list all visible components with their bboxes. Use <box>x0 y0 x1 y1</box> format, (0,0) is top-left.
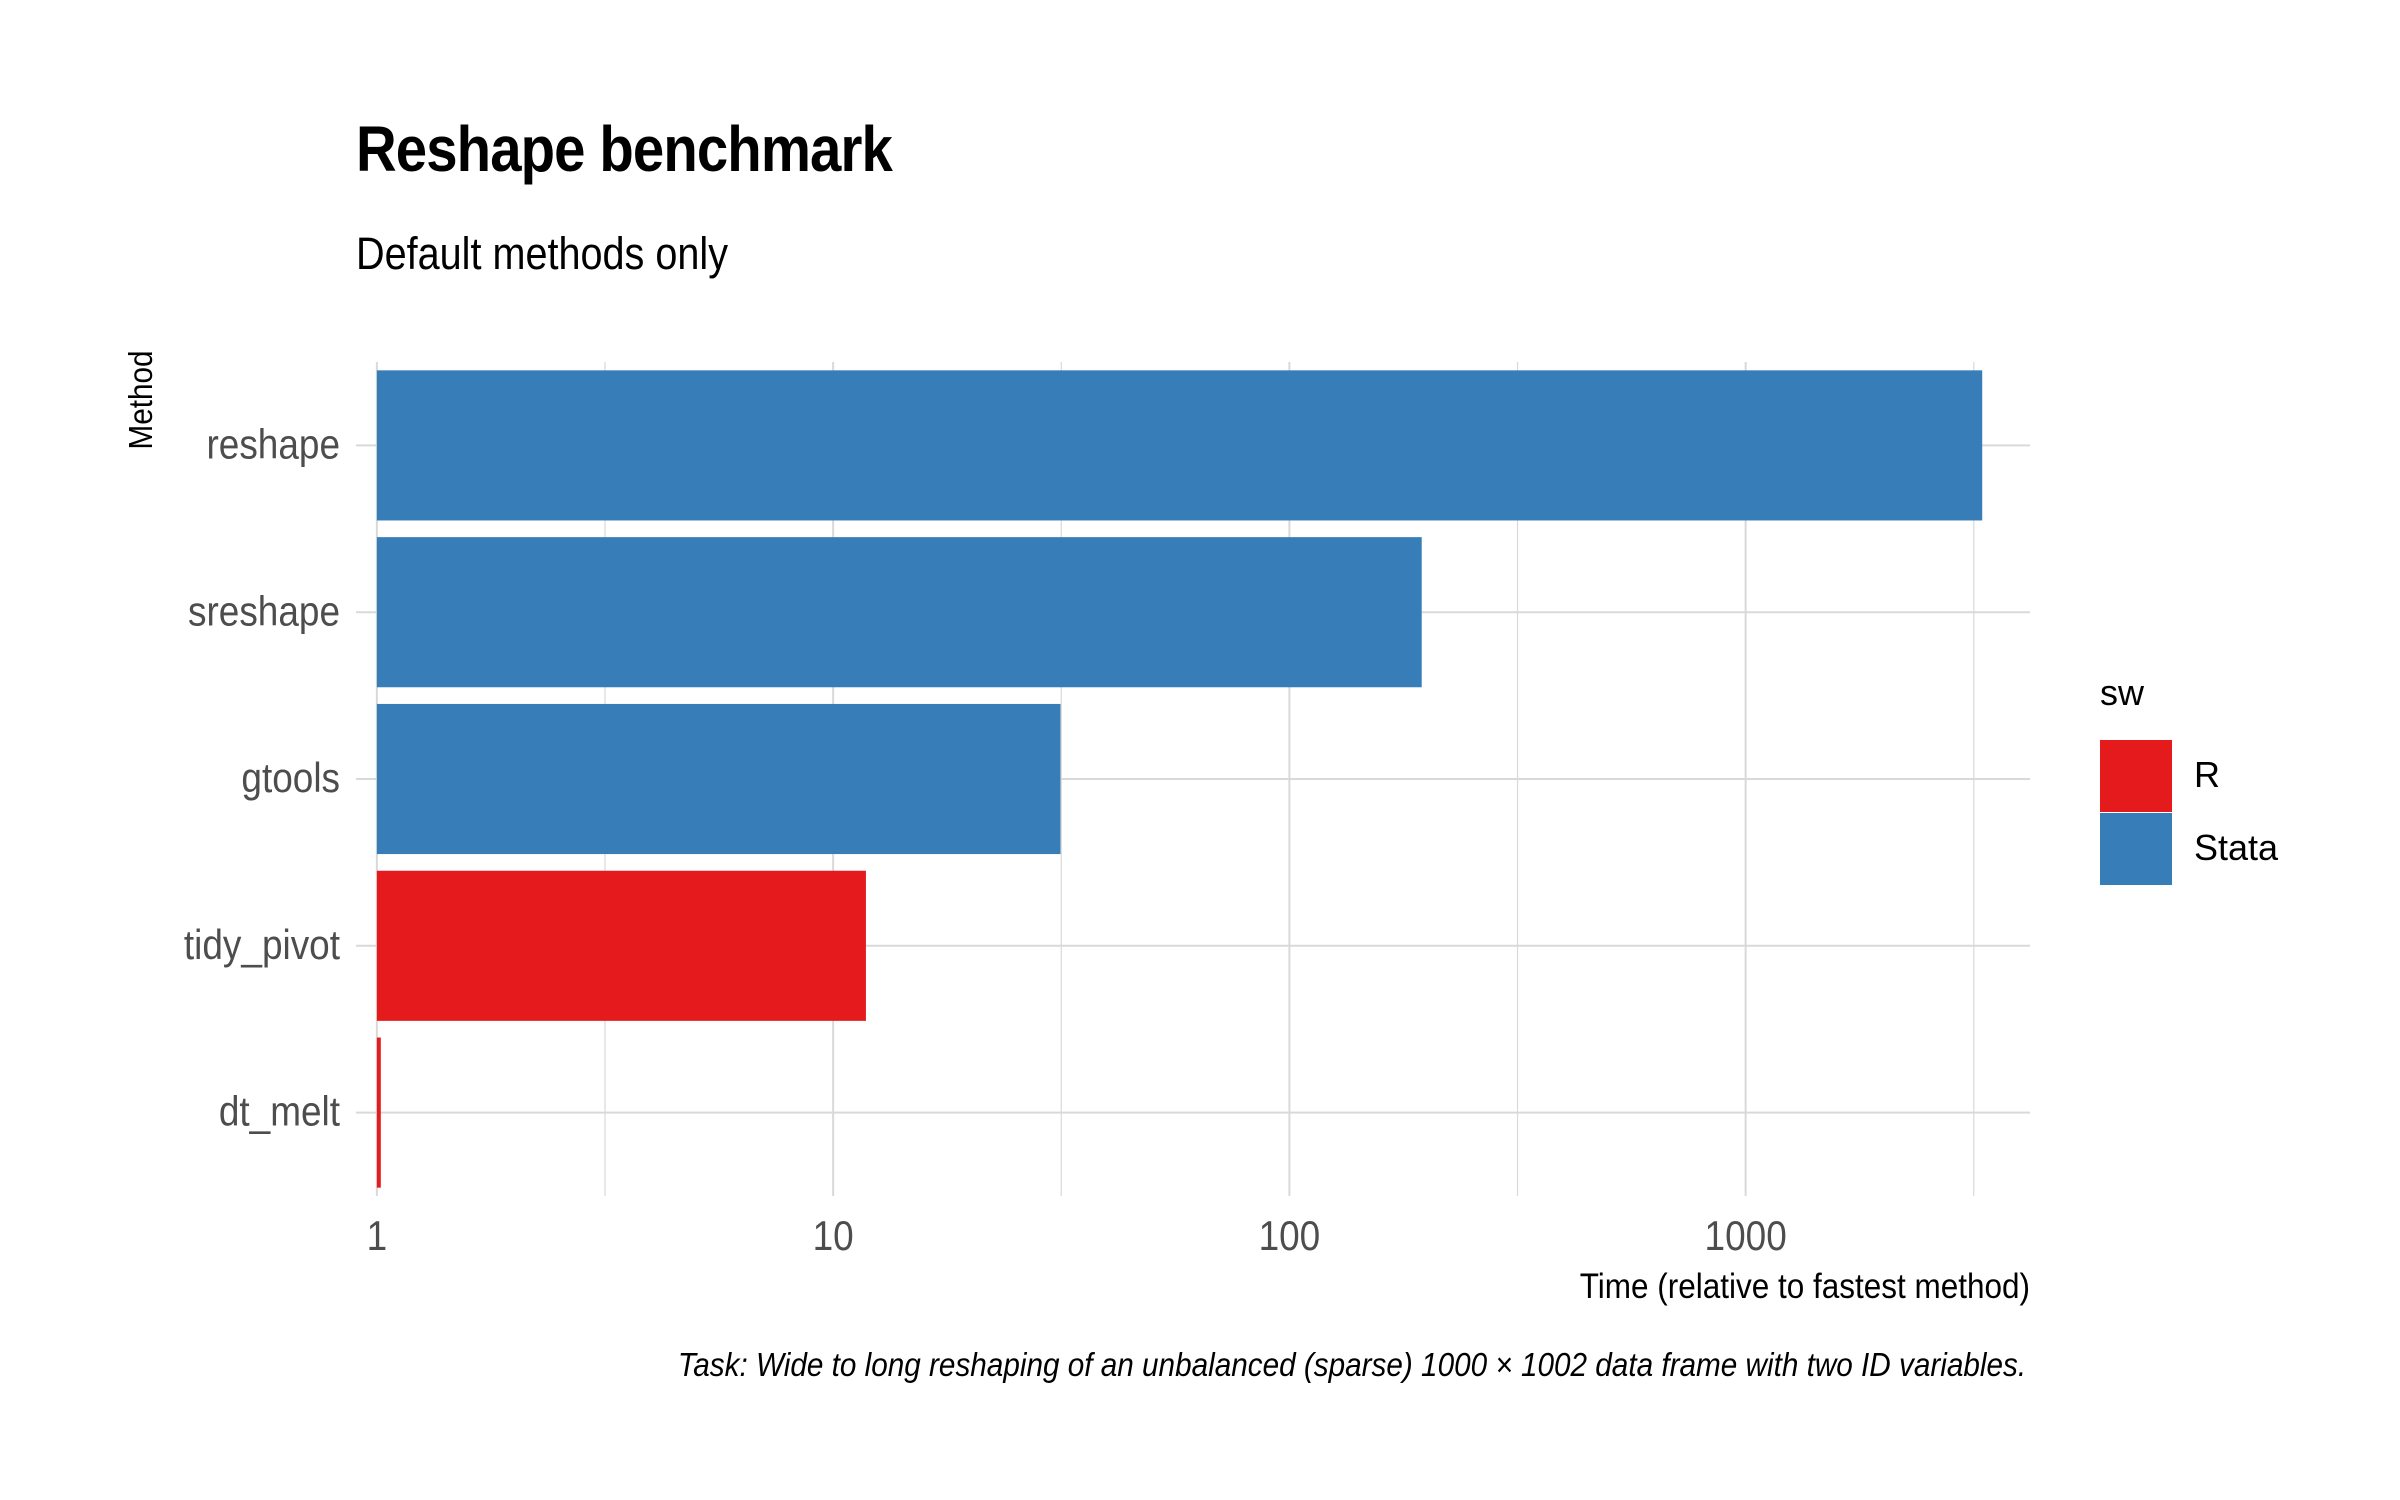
bar-gtools <box>376 703 1061 855</box>
legend-label-stata: Stata <box>2194 827 2279 868</box>
legend-swatch-r <box>2100 740 2172 812</box>
bar-tidy-pivot <box>376 870 866 1021</box>
bar-reshape <box>376 370 1983 521</box>
x-tick-label: 1000 <box>1705 1213 1787 1260</box>
y-tick-label: reshape <box>206 421 340 468</box>
x-axis-label: Time (relative to fastest method) <box>1580 1268 2030 1307</box>
legend-label-r: R <box>2194 754 2220 795</box>
chart-title: Reshape benchmark <box>356 113 893 185</box>
bar-dt-melt <box>376 1037 381 1188</box>
x-tick-label: 100 <box>1259 1213 1321 1260</box>
x-tick-label: 10 <box>813 1213 854 1260</box>
y-tick-label: tidy_pivot <box>184 922 340 969</box>
legend-item-r: R <box>2100 740 2320 812</box>
x-tick-label: 1 <box>367 1213 388 1260</box>
y-tick-label: sreshape <box>188 588 340 635</box>
legend-title: sw <box>2100 672 2144 713</box>
y-tick-label: dt_melt <box>219 1089 340 1136</box>
y-tick-label: gtools <box>241 755 340 802</box>
y-tick-labels: reshape sreshape gtools tidy_pivot dt_melt <box>184 421 340 1135</box>
y-axis-label: Method <box>123 350 160 449</box>
chart-caption: Task: Wide to long reshaping of an unbal… <box>677 1346 2026 1383</box>
legend-item-stata: Stata <box>2100 813 2320 885</box>
legend-swatch-stata <box>2100 813 2172 885</box>
x-tick-labels: 1 10 100 1000 <box>367 1213 1787 1260</box>
bar-sreshape <box>376 537 1422 688</box>
bar-layer <box>376 370 1983 1188</box>
chart-subtitle: Default methods only <box>356 228 729 279</box>
